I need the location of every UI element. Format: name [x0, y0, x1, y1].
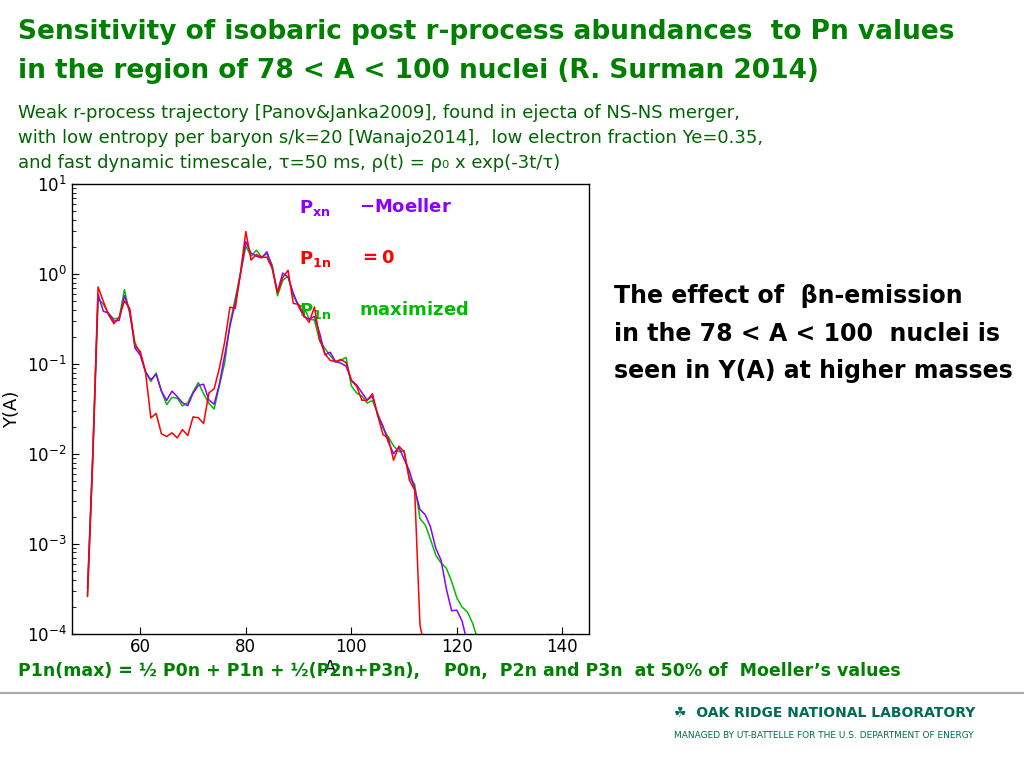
Text: ☘  OAK RIDGE NATIONAL LABORATORY: ☘ OAK RIDGE NATIONAL LABORATORY [674, 706, 975, 720]
Text: in the 78 < A < 100  nuclei is: in the 78 < A < 100 nuclei is [614, 322, 1000, 346]
Text: with low entropy per baryon s/k=20 [Wanajo2014],  low electron fraction Ye=0.35,: with low entropy per baryon s/k=20 [Wana… [18, 129, 764, 147]
Text: seen in Y(A) at higher masses: seen in Y(A) at higher masses [614, 359, 1013, 383]
Text: and fast dynamic timescale, τ=50 ms, ρ(t) = ρ₀ x exp(-3t/τ): and fast dynamic timescale, τ=50 ms, ρ(t… [18, 154, 561, 172]
Text: MANAGED BY UT-BATTELLE FOR THE U.S. DEPARTMENT OF ENERGY: MANAGED BY UT-BATTELLE FOR THE U.S. DEPA… [674, 731, 974, 740]
Text: Sensitivity of isobaric post r-process abundances  to Pn values: Sensitivity of isobaric post r-process a… [18, 19, 955, 45]
Text: in the region of 78 < A < 100 nuclei (R. Surman 2014): in the region of 78 < A < 100 nuclei (R.… [18, 58, 819, 84]
Text: $\mathbf{P_{xn}}$: $\mathbf{P_{xn}}$ [299, 198, 331, 218]
Y-axis label: Y(A): Y(A) [3, 390, 22, 428]
X-axis label: A: A [324, 659, 337, 677]
Text: $\mathbf{maximized}$: $\mathbf{maximized}$ [358, 301, 468, 319]
Text: P1n(max) = ½ P0n + P1n + ½(P2n+P3n),    P0n,  P2n and P3n  at 50% of  Moeller’s : P1n(max) = ½ P0n + P1n + ½(P2n+P3n), P0n… [18, 662, 901, 680]
Text: $\mathbf{P_{1n}}$: $\mathbf{P_{1n}}$ [299, 301, 332, 321]
Text: $\mathbf{= 0}$: $\mathbf{= 0}$ [358, 250, 394, 267]
Text: Weak r-process trajectory [Panov&Janka2009], found in ejecta of NS-NS merger,: Weak r-process trajectory [Panov&Janka20… [18, 104, 740, 121]
Text: The effect of  βn-emission: The effect of βn-emission [614, 284, 963, 308]
Text: $\mathbf{P_{1n}}$: $\mathbf{P_{1n}}$ [299, 250, 332, 270]
Text: $\mathbf{- Moeller}$: $\mathbf{- Moeller}$ [358, 198, 452, 216]
